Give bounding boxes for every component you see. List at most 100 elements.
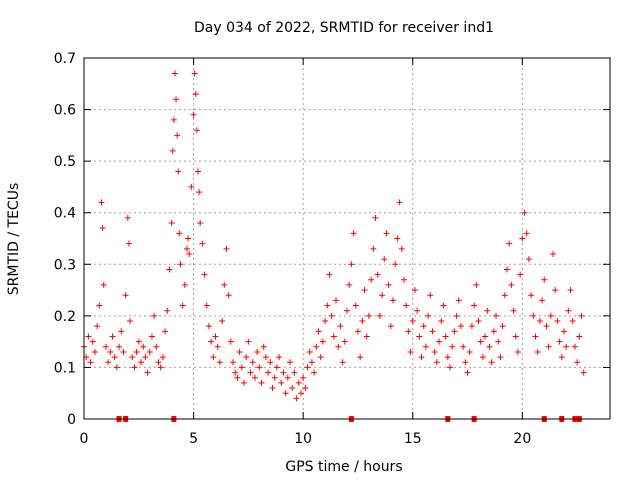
data-point [212,333,219,340]
data-point [460,343,467,350]
data-point [131,364,138,371]
data-point [569,318,576,325]
data-point [427,292,434,299]
data-point [262,354,269,361]
x-tick-labels: 0 5 10 15 20 [80,431,532,447]
data-point [558,354,565,361]
data-point [574,359,581,366]
data-point [374,271,381,278]
axis-ticks [83,57,610,420]
data-point [304,364,311,371]
data-point [532,333,539,340]
data-point [219,318,226,325]
data-point [580,369,587,376]
x-tick-label: 0 [80,431,89,447]
data-point [109,333,116,340]
data-point [133,348,140,355]
data-point [396,199,403,206]
data-point [514,348,521,355]
data-point [346,281,353,288]
data-point [258,379,265,386]
data-point [280,369,287,376]
data-point [352,302,359,309]
data-point [144,369,151,376]
data-point [293,395,300,402]
data-point [249,359,256,366]
data-point [370,245,377,252]
data-point [433,359,440,366]
data-point [425,312,432,319]
data-point [162,328,169,335]
data-point [89,338,96,345]
data-point [471,302,478,309]
data-point [462,359,469,366]
data-point [247,369,254,376]
data-point [565,307,572,314]
data-point [306,348,313,355]
data-point [407,348,414,355]
data-point [230,359,237,366]
data-point [567,287,574,294]
data-point [365,312,372,319]
y-tick-label: 0.3 [54,257,76,273]
data-point [337,323,344,330]
data-point [560,328,567,335]
data-point [530,312,537,319]
data-point [269,385,276,392]
data-point [501,292,508,299]
y-axis-label: SRMTID / TECUs [6,183,22,296]
data-point [284,374,291,381]
data-point [245,338,252,345]
data-point [436,338,443,345]
data-point [175,168,182,175]
data-point [122,292,129,299]
data-point [372,214,379,221]
y-tick-label: 0.2 [54,309,76,325]
data-point [431,348,438,355]
data-point [184,245,191,252]
data-point [199,240,206,247]
data-point [519,235,526,242]
x-axis-label: GPS time / hours [285,459,402,475]
data-point [193,127,200,134]
y-tick-label: 0 [67,412,76,428]
data-point [563,343,570,350]
data-point [125,240,132,247]
y-tick-labels: 0 0.1 0.2 0.3 0.4 0.5 0.6 0.7 [54,51,76,428]
data-point [521,209,528,216]
data-point [102,343,109,350]
data-point [510,307,517,314]
data-point [440,302,447,309]
data-point [205,323,212,330]
data-point [120,348,127,355]
data-point [168,220,175,227]
data-point [554,318,561,325]
data-point [171,70,178,77]
data-point [453,312,460,319]
data-point [556,338,563,345]
data-point [550,250,557,257]
data-point [201,271,208,278]
data-point [302,385,309,392]
data-point [385,281,392,288]
data-point [196,189,203,196]
data-point [348,261,355,268]
data-point [473,281,480,288]
plot-area-border [83,57,611,420]
data-point [148,333,155,340]
data-point [488,359,495,366]
data-point [100,281,107,288]
data-point [328,312,335,319]
x-tick-label: 5 [189,431,198,447]
data-point [291,369,298,376]
data-point [490,328,497,335]
data-point [313,343,320,350]
data-point [315,328,322,335]
data-point [344,307,350,314]
data-point [276,354,283,361]
data-point [479,354,486,361]
data-point [464,369,471,376]
data-point [339,359,346,366]
data-point [155,359,162,366]
data-point [208,338,215,345]
